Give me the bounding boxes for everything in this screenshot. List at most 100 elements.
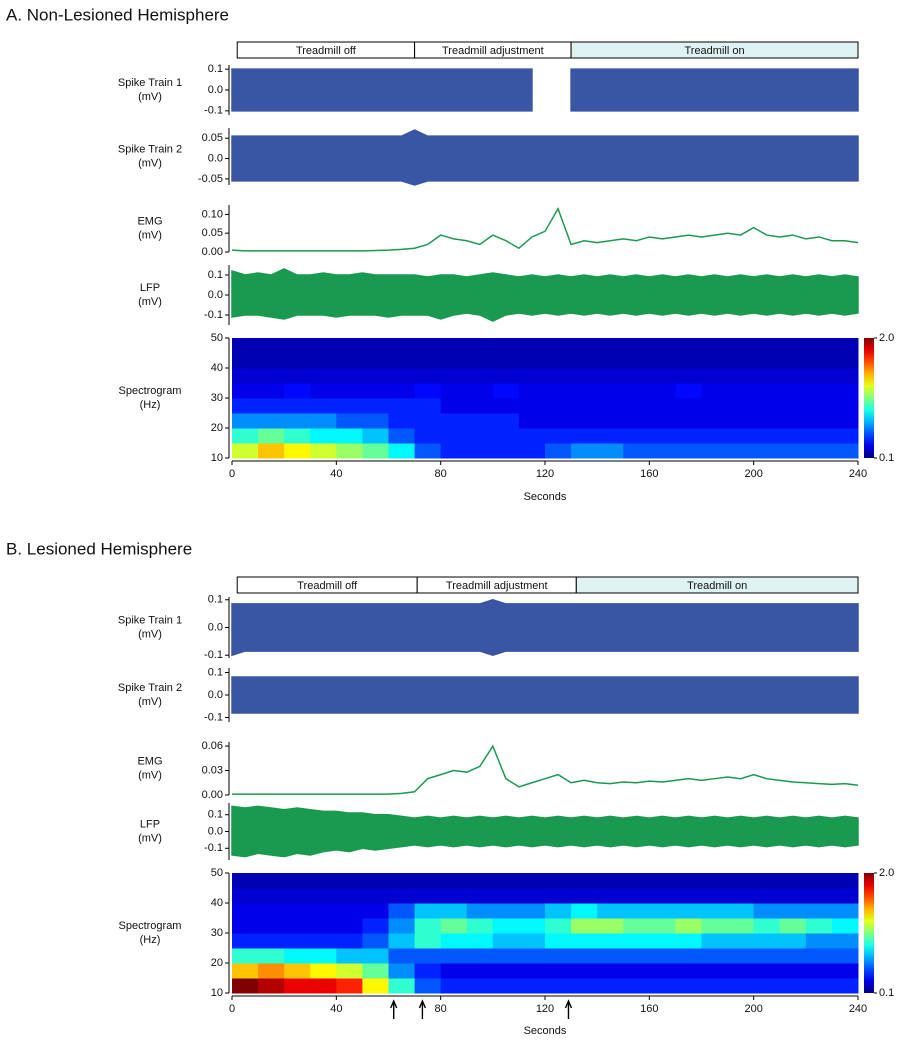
- epoch-label: Treadmill on: [684, 45, 744, 57]
- spectrogram-cell: [492, 918, 520, 934]
- y-tick-label: 20: [211, 422, 223, 434]
- spectrogram-cell: [492, 413, 520, 429]
- x-tick-label: 160: [640, 468, 658, 480]
- y-tick-label: 0.1: [208, 269, 223, 281]
- signal-line: [231, 206, 859, 252]
- epoch-label: Treadmill off: [297, 580, 358, 592]
- spectrogram-cell: [258, 873, 285, 889]
- spectrogram-cell: [284, 428, 311, 444]
- spectrogram-cell: [753, 888, 781, 904]
- epoch-label: Treadmill adjustment: [442, 45, 544, 57]
- spectrogram-cell: [336, 443, 363, 459]
- y-tick-label: -0.1: [204, 309, 223, 321]
- spectrogram-cell: [232, 428, 259, 444]
- spectrogram-cell: [753, 873, 781, 889]
- spectrogram-cell: [466, 383, 494, 399]
- x-tick-label: 120: [536, 1003, 554, 1015]
- trace-label: (mV): [138, 769, 162, 781]
- spectrogram-cell: [649, 353, 676, 369]
- y-tick-label: 40: [211, 897, 223, 909]
- spectrogram-cell: [232, 948, 259, 964]
- spectrogram-cell: [466, 413, 494, 429]
- spectrogram-cell: [779, 383, 807, 399]
- spectrogram-cell: [675, 918, 702, 934]
- spectrogram-cell: [336, 368, 363, 384]
- spectrogram-cell: [388, 963, 416, 979]
- spectrogram-cell: [779, 398, 807, 414]
- colorbar: [864, 873, 874, 993]
- spectrogram-cell: [753, 948, 781, 964]
- spectrogram-cell: [258, 338, 285, 354]
- spectrogram-cell: [232, 383, 259, 399]
- spectrogram-cell: [727, 903, 755, 919]
- spectrogram-cell: [310, 368, 337, 384]
- spectrogram-cell: [258, 933, 285, 949]
- spectrogram-cell: [518, 903, 546, 919]
- y-tick-label: 30: [211, 927, 223, 939]
- spectrogram-cell: [518, 398, 546, 414]
- spectrogram-cell: [571, 398, 598, 414]
- spectrogram-cell: [388, 948, 416, 964]
- spectrogram-cell: [310, 353, 337, 369]
- spectrogram-cell: [649, 368, 676, 384]
- spectrogram-cell: [466, 933, 494, 949]
- spectrogram-cell: [518, 873, 546, 889]
- spectrogram-cell: [518, 443, 546, 459]
- spectrogram-cell: [388, 873, 416, 889]
- spectrogram-cell: [545, 918, 572, 934]
- spectrogram-cell: [414, 428, 442, 444]
- spectrogram-cell: [310, 413, 337, 429]
- y-tick-label: 0.1: [208, 594, 223, 606]
- spectrogram-cell: [675, 903, 702, 919]
- spectrogram-cell: [466, 398, 494, 414]
- spectrogram-cell: [388, 413, 416, 429]
- spectrogram-cell: [831, 338, 859, 354]
- spectrogram-cell: [571, 353, 598, 369]
- spectrogram-cell: [805, 978, 833, 994]
- spectrogram-cell: [623, 948, 650, 964]
- spectrogram-cell: [545, 383, 572, 399]
- spectrogram-cell: [440, 873, 468, 889]
- spectrogram-cell: [336, 413, 363, 429]
- spectrogram-cell: [753, 398, 781, 414]
- spectrogram-cell: [284, 443, 311, 459]
- spectrogram-cell: [518, 918, 546, 934]
- spectrogram-cell: [545, 398, 572, 414]
- spectrogram-cell: [362, 918, 389, 934]
- spectrogram-cell: [805, 383, 833, 399]
- spectrogram-cell: [701, 963, 729, 979]
- spectrogram-cell: [414, 413, 442, 429]
- spectrogram-cell: [440, 368, 468, 384]
- spectrogram-cell: [492, 398, 520, 414]
- spectrogram-cell: [831, 963, 859, 979]
- x-tick-label: 40: [330, 468, 342, 480]
- spectrogram-cell: [597, 978, 624, 994]
- spectrogram-cell: [414, 383, 442, 399]
- spectrogram-cell: [623, 368, 650, 384]
- x-axis-label: Seconds: [524, 1025, 567, 1037]
- x-axis-label: Seconds: [524, 491, 567, 503]
- spectrogram-cell: [701, 948, 729, 964]
- spectrogram-cell: [831, 413, 859, 429]
- spectrogram-cell: [675, 948, 702, 964]
- spectrogram-cell: [388, 918, 416, 934]
- spectrogram-cell: [727, 918, 755, 934]
- spectrogram-cell: [675, 398, 702, 414]
- spectrogram-cell: [362, 948, 389, 964]
- trace-label: Spike Train 1: [118, 614, 182, 626]
- spectrogram-cell: [232, 338, 259, 354]
- spectrogram-cell: [258, 368, 285, 384]
- spectrogram-cell: [440, 978, 468, 994]
- spectrogram-cell: [388, 933, 416, 949]
- spectrogram-cell: [779, 368, 807, 384]
- y-tick-label: 50: [211, 867, 223, 879]
- spectrogram-cell: [649, 383, 676, 399]
- spectrogram-cell: [701, 933, 729, 949]
- spectrogram-cell: [232, 933, 259, 949]
- spectrogram-cell: [675, 368, 702, 384]
- panel-title: B. Lesioned Hemisphere: [6, 539, 192, 558]
- spectrogram-cell: [571, 978, 598, 994]
- epoch-box: [575, 576, 859, 594]
- spectrogram-cell: [362, 933, 389, 949]
- trace-label: (mV): [138, 91, 162, 103]
